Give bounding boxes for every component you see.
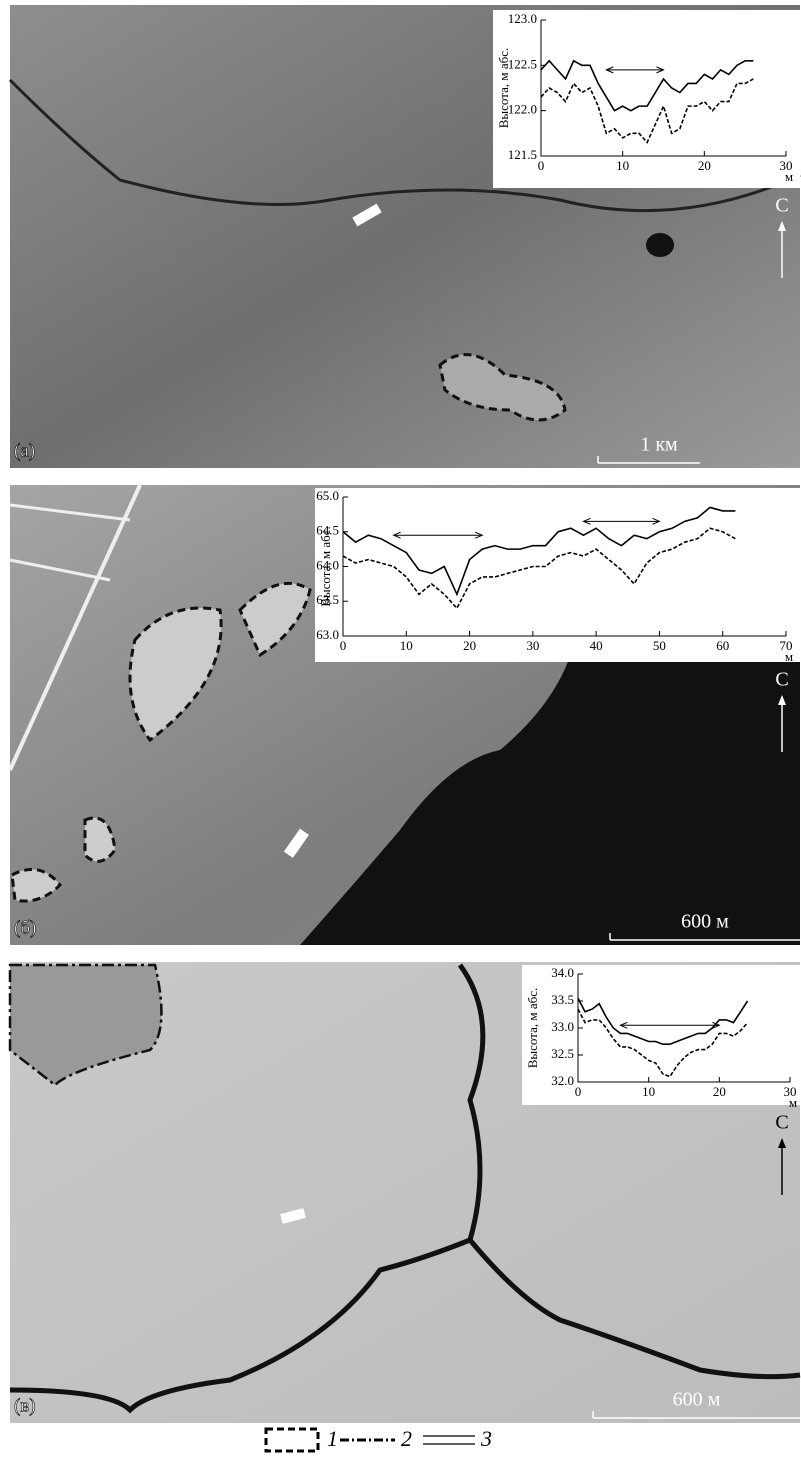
y-tick-label: 121.5 xyxy=(508,147,537,162)
x-tick-label: 20 xyxy=(463,638,476,653)
x-tick-label: 0 xyxy=(340,638,347,653)
panel-label: (а) xyxy=(14,440,35,461)
x-tick-label: 10 xyxy=(642,1084,655,1099)
north-label: С xyxy=(775,195,788,217)
y-tick-label: 122.5 xyxy=(508,56,537,71)
legend-label: 3 xyxy=(480,1426,492,1451)
scale-label: 600 м xyxy=(673,1389,721,1411)
x-tick-label: 0 xyxy=(575,1084,582,1099)
legend-symbol xyxy=(266,1429,318,1451)
y-tick-label: 32.0 xyxy=(551,1073,574,1088)
legend-label: 1 xyxy=(327,1426,338,1451)
y-tick-label: 63.0 xyxy=(316,627,339,642)
x-axis-label: м xyxy=(785,649,793,664)
north-label: С xyxy=(775,669,788,691)
x-axis-label: м xyxy=(789,1095,797,1110)
y-axis-label: Высота, м абс. xyxy=(318,526,333,607)
lake xyxy=(646,233,674,257)
panel-label: (в) xyxy=(14,1395,36,1416)
x-tick-label: 10 xyxy=(400,638,413,653)
x-tick-label: 10 xyxy=(616,158,629,173)
panel-label: (б) xyxy=(14,917,36,938)
x-tick-label: 50 xyxy=(653,638,666,653)
y-tick-label: 123.0 xyxy=(508,11,537,26)
scale-label: 600 м xyxy=(681,911,729,933)
legend-label: 2 xyxy=(401,1426,412,1451)
x-tick-label: 20 xyxy=(713,1084,726,1099)
x-tick-label: 30 xyxy=(526,638,539,653)
y-axis-label: Высота, м абс. xyxy=(496,48,511,129)
y-tick-label: 34.0 xyxy=(551,965,574,980)
north-label: С xyxy=(775,1112,788,1134)
figure: 1 2 3 121.5 122.0 122.5 123.0 0 10 20 30 Высота,… xyxy=(0,0,801,1460)
y-tick-label: 65.0 xyxy=(316,488,339,503)
y-tick-label: 32.5 xyxy=(551,1046,574,1061)
y-tick-label: 33.5 xyxy=(551,992,574,1007)
y-tick-label: 33.0 xyxy=(551,1019,574,1034)
x-axis-label: м xyxy=(785,169,793,184)
scale-label: 1 км xyxy=(640,434,678,456)
x-tick-label: 0 xyxy=(538,158,545,173)
x-tick-label: 60 xyxy=(716,638,729,653)
y-tick-label: 122.0 xyxy=(508,102,537,117)
y-axis-label: Высота, м абс. xyxy=(525,988,540,1069)
x-tick-label: 20 xyxy=(698,158,711,173)
x-tick-label: 40 xyxy=(590,638,603,653)
